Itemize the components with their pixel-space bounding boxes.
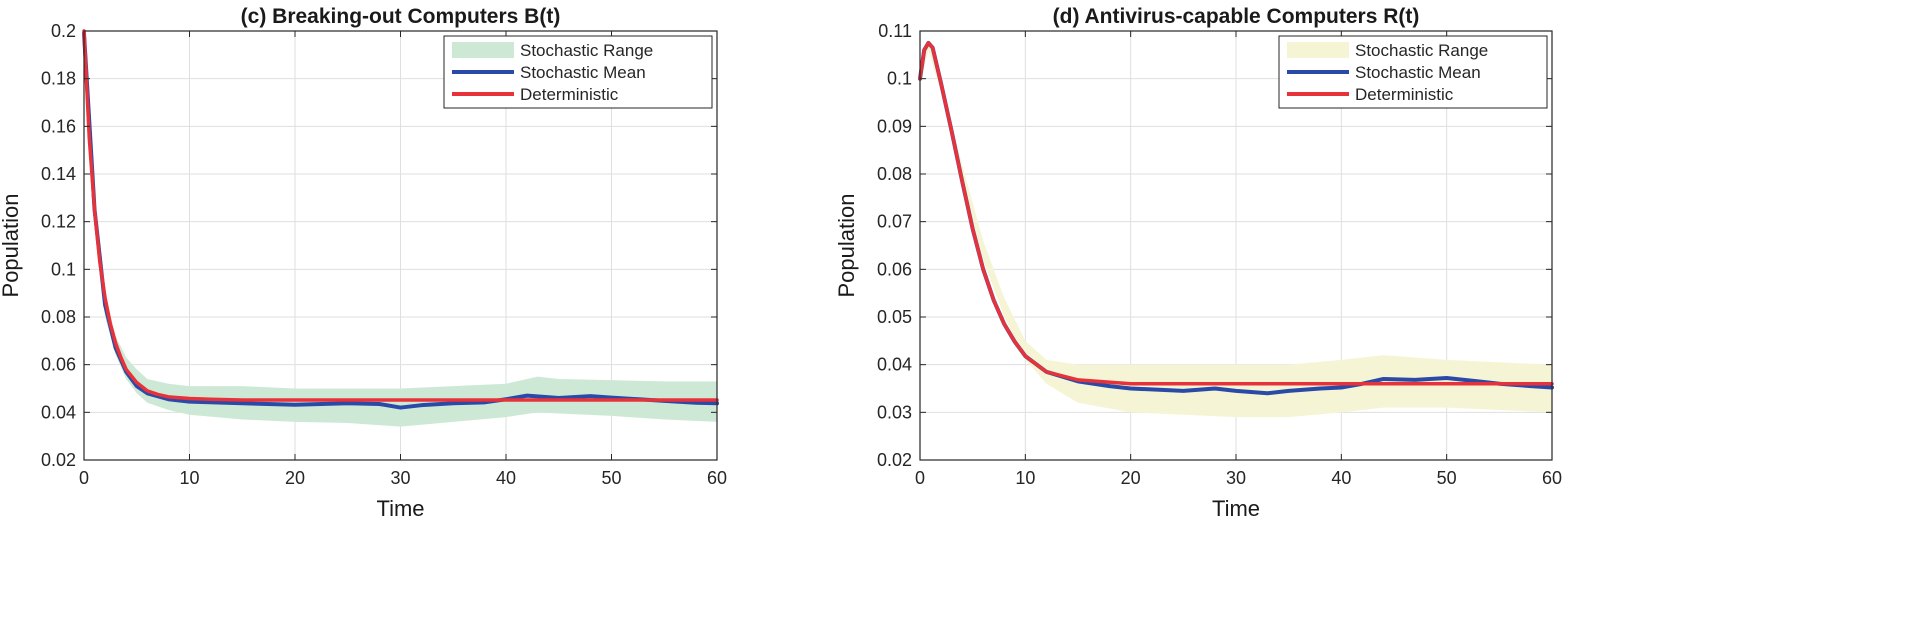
legend: Stochastic Range Stochastic Mean Determini… [443, 35, 713, 109]
x-tick-label: 10 [179, 468, 199, 488]
chart-c: 0 10 20 30 40 50 60 0.02 0.04 0.06 0.08 0.1 0.12 0.14… [0, 5, 727, 521]
stochastic-range-band [920, 40, 1552, 418]
x-tick-label: 60 [1542, 468, 1562, 488]
deterministic-line [918, 41, 1554, 386]
x-tick-label: 30 [1226, 468, 1246, 488]
chart-d: 0 10 20 30 40 50 60 0.02 0.03 0.04 0.05 0.06 0.07 0.0… [834, 5, 1562, 521]
legend-label: Stochastic Range [1355, 41, 1488, 60]
legend: Stochastic Range Stochastic Mean Determini… [1278, 35, 1548, 109]
legend-swatch-range [1287, 42, 1349, 58]
y-tick-label: 0.04 [41, 402, 76, 422]
y-tick-label: 0.05 [877, 307, 912, 327]
y-tick-label: 0.08 [877, 164, 912, 184]
y-tick-label: 0.07 [877, 212, 912, 232]
y-tick-label: 0.02 [41, 450, 76, 470]
legend-label: Deterministic [520, 85, 619, 104]
y-tick-label: 0.03 [877, 402, 912, 422]
x-tick-label: 20 [1121, 468, 1141, 488]
x-tick-label: 40 [496, 468, 516, 488]
y-tick-label: 0.04 [877, 355, 912, 375]
chart-title: (d) Antivirus-capable Computers R(t) [1053, 5, 1420, 28]
y-tick-label: 0.08 [41, 307, 76, 327]
y-tick-label: 0.06 [41, 355, 76, 375]
x-tick-label: 0 [79, 468, 89, 488]
y-tick-label: 0.12 [41, 212, 76, 232]
x-tick-label: 50 [601, 468, 621, 488]
y-tick-label: 0.09 [877, 116, 912, 136]
x-axis-label: Time [1212, 496, 1260, 521]
y-tick-label: 0.18 [41, 69, 76, 89]
y-tick-label: 0.16 [41, 116, 76, 136]
x-axis-label: Time [376, 496, 424, 521]
deterministic-line [82, 29, 719, 402]
legend-label: Stochastic Mean [520, 63, 646, 82]
y-axis-label: Population [834, 194, 859, 298]
y-tick-label: 0.11 [878, 21, 912, 41]
x-tick-label: 40 [1331, 468, 1351, 488]
x-tick-label: 50 [1437, 468, 1457, 488]
x-tick-label: 10 [1015, 468, 1035, 488]
x-tick-label: 60 [707, 468, 727, 488]
stochastic-range-band [84, 31, 717, 427]
x-tick-label: 0 [915, 468, 925, 488]
legend-swatch-range [452, 42, 514, 58]
x-tick-label: 20 [285, 468, 305, 488]
x-tick-label: 30 [390, 468, 410, 488]
y-tick-label: 0.1 [887, 69, 912, 89]
chart-title: (c) Breaking-out Computers B(t) [241, 5, 561, 28]
y-tick-label: 0.1 [51, 259, 76, 279]
y-tick-label: 0.2 [51, 21, 76, 41]
legend-label: Stochastic Mean [1355, 63, 1481, 82]
y-tick-label: 0.02 [877, 450, 912, 470]
y-tick-label: 0.14 [41, 164, 76, 184]
y-tick-label: 0.06 [877, 259, 912, 279]
legend-label: Stochastic Range [520, 41, 653, 60]
legend-label: Deterministic [1355, 85, 1454, 104]
y-axis-label: Population [0, 194, 23, 298]
